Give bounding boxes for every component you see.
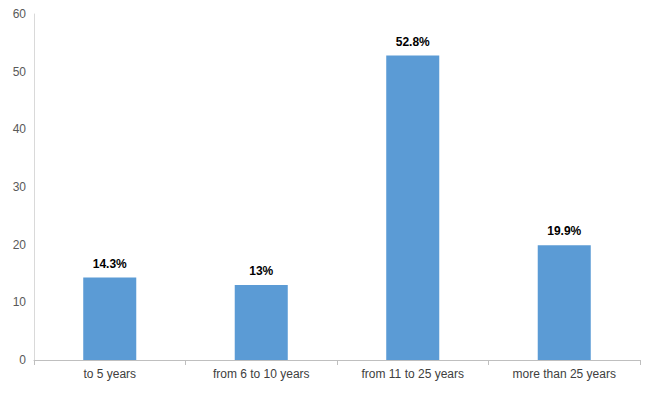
- svg-text:more than 25 years: more than 25 years: [513, 367, 616, 381]
- svg-text:0: 0: [19, 353, 26, 367]
- svg-text:19.9%: 19.9%: [547, 224, 581, 238]
- svg-text:20: 20: [13, 238, 27, 252]
- svg-text:to 5 years: to 5 years: [83, 367, 136, 381]
- svg-text:60: 60: [13, 7, 27, 21]
- svg-text:14.3%: 14.3%: [93, 257, 127, 271]
- svg-text:52.8%: 52.8%: [396, 35, 430, 49]
- svg-text:40: 40: [13, 122, 27, 136]
- svg-text:10: 10: [13, 295, 27, 309]
- svg-text:13%: 13%: [249, 264, 273, 278]
- svg-text:30: 30: [13, 180, 27, 194]
- svg-text:50: 50: [13, 65, 27, 79]
- svg-text:from 6 to 10 years: from 6 to 10 years: [213, 367, 310, 381]
- svg-text:from 11 to 25 years: from 11 to 25 years: [362, 367, 465, 381]
